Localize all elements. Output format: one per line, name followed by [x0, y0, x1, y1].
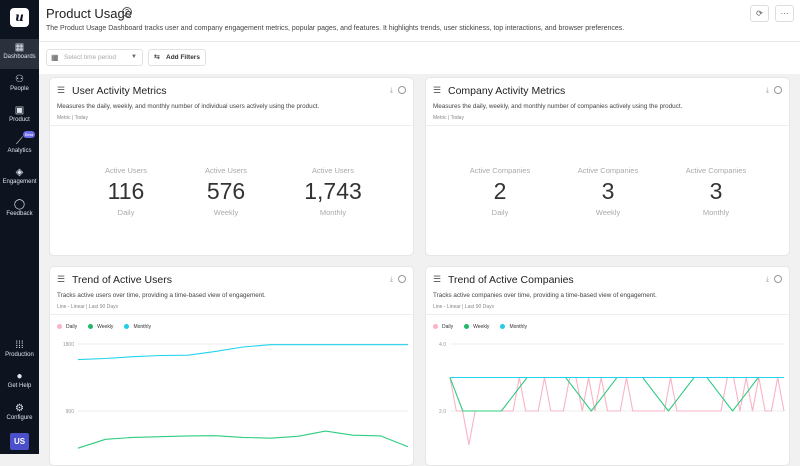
add-filters-button[interactable]: ⇆ Add Filters: [148, 49, 206, 66]
user-trend-card: ☰ Trend of Active Users Tracks active user…: [49, 266, 414, 466]
chevron-down-icon: ▼: [131, 54, 137, 60]
legend-daily[interactable]: Daily: [433, 324, 453, 330]
download-icon[interactable]: ⤓: [765, 87, 769, 94]
legend-weekly[interactable]: Weekly: [464, 324, 489, 330]
calendar-icon: ▦: [51, 53, 59, 62]
series-line-monthly: [77, 344, 408, 361]
clock-icon[interactable]: [774, 275, 782, 283]
nav-label: Configure: [6, 415, 33, 421]
chart-icon: ⟋: [16, 136, 23, 147]
card-title: User Activity Metrics: [72, 85, 167, 97]
chart-icon: ☰: [57, 274, 66, 284]
sidebar-item-configure[interactable]: ⚙ Configure: [0, 400, 39, 430]
nav-label: Engagement: [2, 179, 37, 185]
sidebar-item-get-help[interactable]: ● Get Help: [0, 368, 39, 398]
nav-label: Production: [5, 352, 34, 358]
add-filters-label: Add Filters: [166, 54, 200, 61]
page-header: Product Usage ? The Product Usage Dashbo…: [39, 0, 800, 42]
card-meta: Line - Linear | Last 90 Days: [57, 304, 119, 310]
help-icon: ●: [16, 371, 23, 382]
filter-bar: ▦ Select time period ▼ ⇆ Add Filters: [39, 42, 800, 74]
legend-monthly[interactable]: Monthly: [124, 324, 151, 330]
card-description: Tracks active users over time, providing…: [57, 292, 266, 299]
y-tick-label: 900: [66, 409, 75, 415]
refresh-icon: ⟳: [756, 9, 763, 18]
chart-icon: ☰: [433, 85, 442, 95]
metric-monthly: Active Companies 3 Monthly: [685, 166, 747, 217]
sidebar-item-production[interactable]: ⁞⁞⁞ Production: [0, 337, 39, 367]
page-description: The Product Usage Dashboard tracks user …: [46, 25, 625, 32]
app-logo[interactable]: u: [10, 8, 29, 27]
series-line-weekly: [449, 376, 784, 412]
card-description: Tracks active companies over time, provi…: [433, 292, 657, 299]
chat-icon: ◯: [13, 199, 26, 210]
layers-icon: ◈: [15, 167, 24, 178]
clock-icon[interactable]: [398, 275, 406, 283]
series-line-weekly: [77, 430, 409, 449]
legend-monthly[interactable]: Monthly: [500, 324, 527, 330]
y-tick-label: 1800: [63, 342, 74, 348]
metric-weekly: Active Users 576 Weekly: [204, 166, 248, 217]
sidebar-item-analytics[interactable]: ⟋ Analytics Beta: [0, 131, 39, 163]
refresh-button[interactable]: ⟳: [750, 5, 769, 22]
legend: Daily Weekly Monthly: [57, 324, 151, 330]
people-icon: ⚇: [15, 74, 24, 85]
card-title: Trend of Active Users: [72, 274, 172, 286]
metric-weekly: Active Companies 3 Weekly: [577, 166, 639, 217]
grid-icon: ▦: [14, 42, 25, 53]
sidebar-item-people[interactable]: ⚇ People: [0, 71, 39, 101]
avatar[interactable]: US: [10, 433, 29, 450]
download-icon[interactable]: ⤓: [389, 87, 393, 94]
nav-label: Get Help: [7, 383, 32, 389]
nav-label: People: [10, 86, 29, 92]
time-placeholder: Select time period: [64, 54, 117, 61]
filter-icon: ⇆: [154, 54, 160, 61]
clock-icon[interactable]: [398, 86, 406, 94]
company-activity-card: ☰ Company Activity Metrics Measures the da…: [425, 77, 790, 256]
card-title: Trend of Active Companies: [448, 274, 574, 286]
company-trend-chart: 4.0 2.0: [439, 342, 785, 446]
sidebar-item-feedback[interactable]: ◯ Feedback: [0, 196, 39, 226]
card-meta: Metric | Today: [57, 115, 88, 121]
gear-icon: ⚙: [15, 403, 24, 414]
apps-grid-icon: ⁞⁞⁞: [15, 340, 24, 351]
product-icon: ▣: [14, 105, 25, 116]
legend: Daily Weekly Monthly: [433, 324, 527, 330]
company-trend-card: ☰ Trend of Active Companies Tracks active …: [425, 266, 790, 466]
sidebar-item-product[interactable]: ▣ Product: [0, 102, 39, 132]
download-icon[interactable]: ⤓: [765, 276, 769, 283]
card-meta: Line - Linear | Last 90 Days: [433, 304, 495, 310]
card-meta: Metric | Today: [433, 115, 464, 121]
card-description: Measures the daily, weekly, and monthly …: [57, 103, 320, 110]
metric-daily: Active Companies 2 Daily: [469, 166, 531, 217]
nav-label: Feedback: [6, 211, 33, 217]
download-icon[interactable]: ⤓: [389, 276, 393, 283]
user-trend-chart: 1800 900: [63, 342, 409, 449]
nav-label: Dashboards: [3, 54, 36, 60]
legend-weekly[interactable]: Weekly: [88, 324, 113, 330]
time-period-select[interactable]: ▦ Select time period ▼: [46, 49, 143, 66]
legend-daily[interactable]: Daily: [57, 324, 77, 330]
card-title: Company Activity Metrics: [448, 85, 566, 97]
sidebar: u ▦ Dashboards ⚇ People ▣ Product ⟋ Analytic…: [0, 0, 39, 454]
more-icon: ···: [780, 9, 789, 18]
y-tick-label: 2.0: [439, 409, 446, 415]
chart-icon: ☰: [57, 85, 66, 95]
nav-label: Analytics: [7, 148, 32, 154]
metric-monthly: Active Users 1,743 Monthly: [304, 166, 362, 217]
card-description: Measures the daily, weekly, and monthly …: [433, 103, 683, 110]
page-title: Product Usage: [46, 6, 132, 21]
chart-icon: ☰: [433, 274, 442, 284]
y-tick-label: 4.0: [439, 342, 446, 348]
more-button[interactable]: ···: [775, 5, 794, 22]
metric-daily: Active Users 116 Daily: [104, 166, 148, 217]
sidebar-item-engagement[interactable]: ◈ Engagement: [0, 164, 39, 194]
beta-badge: Beta: [23, 131, 36, 138]
help-icon[interactable]: ?: [122, 7, 132, 17]
user-activity-card: ☰ User Activity Metrics Measures the daily…: [49, 77, 414, 256]
nav-label: Product: [9, 117, 30, 123]
sidebar-item-dashboards[interactable]: ▦ Dashboards: [0, 39, 39, 69]
clock-icon[interactable]: [774, 86, 782, 94]
